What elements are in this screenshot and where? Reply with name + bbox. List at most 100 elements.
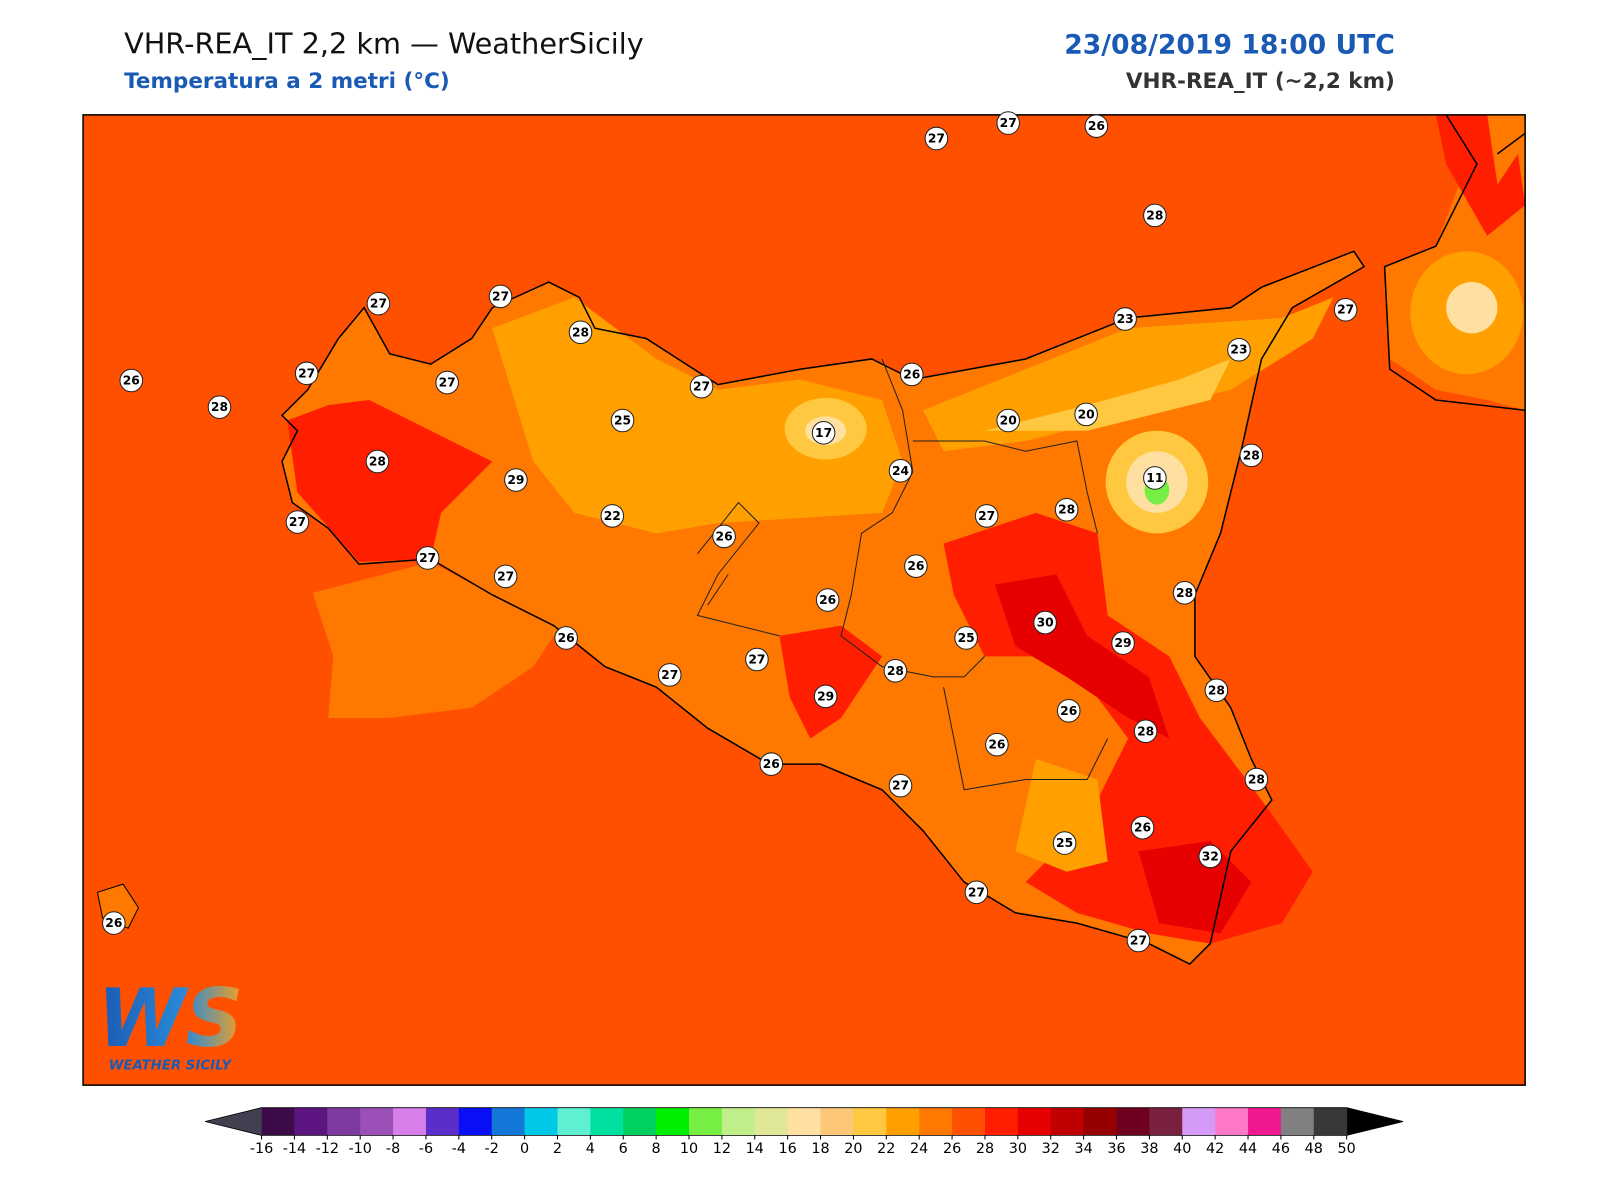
colorbar-segment [294,1107,328,1136]
station-marker [1333,297,1358,322]
colorbar-segment [590,1107,624,1136]
station-value: 29 [1115,636,1132,650]
station-value: 27 [968,885,985,899]
station-marker [883,658,908,683]
station-marker [366,291,391,316]
station-value: 27 [419,551,436,565]
station-value: 26 [763,757,780,771]
station-value: 27 [661,668,678,682]
station-marker [1172,581,1197,605]
station-value: 32 [1202,849,1219,863]
colorbar-under [205,1107,262,1136]
colorbar-tick-label: 14 [746,1141,764,1157]
colorbar-tick-label: 2 [553,1141,562,1157]
station-marker [285,510,310,534]
field [492,297,903,534]
field [312,562,559,718]
station-marker [1244,767,1269,792]
colorbar-tick-label: 22 [877,1141,895,1157]
station-value: 27 [298,366,315,380]
station-marker [689,374,714,399]
station-marker [294,361,319,386]
station-marker [1054,497,1079,522]
colorbar-segment [787,1107,822,1136]
station-marker [1033,610,1057,635]
colorbar-outline [205,1107,1404,1136]
station-marker [1227,337,1251,362]
station-marker [1133,719,1158,744]
colorbar-tick-label: -12 [316,1141,339,1157]
colorbar-segment [886,1107,920,1136]
colorbar-segment [984,1107,1019,1136]
station-marker [657,663,682,687]
station-value: 26 [716,529,733,543]
station-value: 30 [1037,616,1054,630]
colorbar-segment [1050,1107,1085,1136]
station-value: 27 [492,289,509,303]
subtitle: Temperatura a 2 metri (°C) [124,69,450,94]
station-value: 29 [507,473,524,487]
station-marker [1126,928,1151,953]
station-value: 28 [1137,724,1154,738]
station-marker [996,408,1020,433]
station-value: 26 [988,738,1005,752]
station-marker [759,752,784,776]
colorbar-segment [721,1107,756,1136]
colorbar-tick-label: 46 [1272,1141,1290,1157]
station-marker [554,626,578,650]
colorbar-tick-label: 40 [1173,1141,1191,1157]
colorbar-tick-label: 32 [1042,1141,1060,1157]
colorbar-segment [557,1107,591,1136]
station-value: 23 [1117,312,1134,326]
station-value: 27 [693,380,710,394]
colorbar-tick-label: 30 [1009,1141,1027,1157]
field [779,625,883,739]
station-marker [712,524,736,549]
valid-time: 23/08/2019 18:00 UTC [1064,29,1395,60]
station-marker [1143,203,1167,228]
colorbar-tick-label: 24 [910,1141,928,1157]
field [1446,282,1498,334]
station-marker [1130,815,1155,840]
station-value: 25 [614,414,631,428]
colorbar-tick-label: 36 [1107,1141,1125,1157]
colorbar-segment [1149,1107,1183,1136]
field [1435,114,1526,236]
station-value: 26 [123,374,140,388]
station-value: 28 [887,664,904,678]
station-marker [435,370,459,395]
station-value: 25 [958,631,975,645]
station-value: 22 [604,509,621,523]
station-value: 26 [903,367,920,381]
colorbar-segment [623,1107,657,1136]
colorbar-tick-label: 20 [844,1141,862,1157]
field [1015,758,1108,872]
station-value: 26 [1060,704,1077,718]
colorbar-segment [327,1107,361,1136]
station-marker [1052,831,1077,855]
colorbar-segment [1083,1107,1118,1136]
station-value: 27 [439,376,456,390]
station-marker [119,368,144,393]
station-value: 26 [819,593,836,607]
station-marker [904,554,928,578]
stations: 27 27 26 28 27 27 28 23 27 23 26 27 27 27 26 28 25 17 20 20… [102,111,1358,953]
colorbar-tick-label: 26 [943,1141,961,1157]
station-marker [1084,114,1109,138]
title: VHR-REA_IT 2,2 km — WeatherSicily [124,26,644,60]
station-marker [954,626,978,650]
colorbar-tick-label: 34 [1074,1141,1092,1157]
colorbar-segment [425,1107,460,1136]
colorbar-segment [1280,1107,1315,1136]
station-value: 28 [1058,503,1075,517]
field [287,400,493,563]
station-value: 28 [1208,683,1225,697]
station-marker [102,911,126,935]
colorbar-segment [656,1107,690,1136]
station-marker [610,408,635,433]
colorbar-tick-label: 4 [586,1141,595,1157]
colorbar-tick-label: 48 [1305,1141,1323,1157]
colorbar-tick-label: -6 [419,1141,433,1157]
coastline [1383,114,1526,412]
